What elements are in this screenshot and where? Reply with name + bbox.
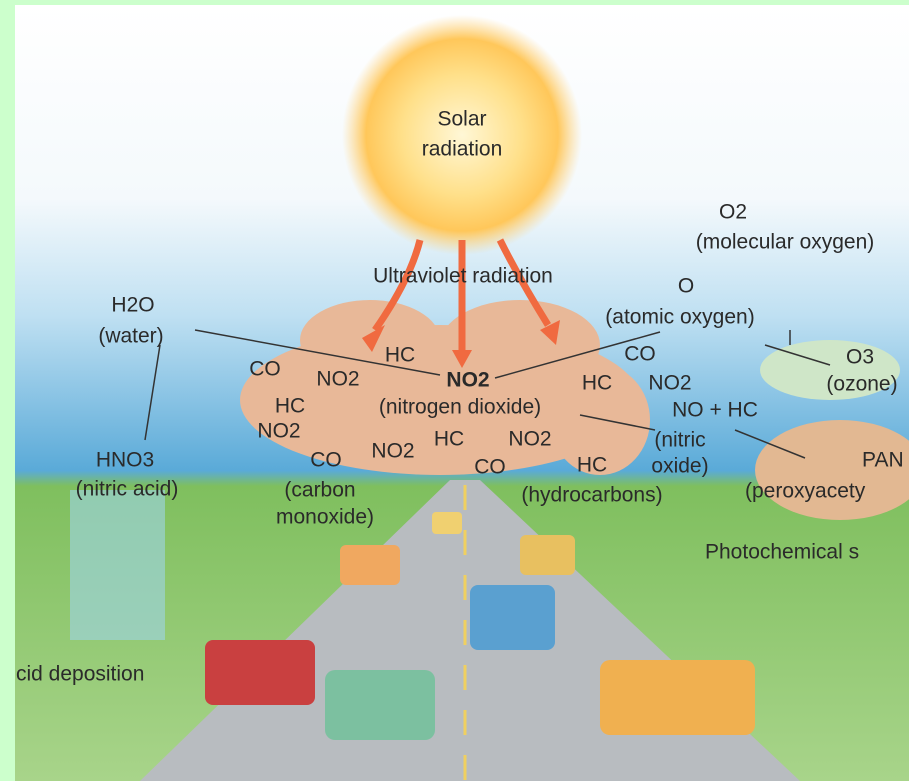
- label: HC: [577, 454, 607, 477]
- label: (nitric acid): [76, 478, 179, 501]
- label: CO: [310, 449, 342, 472]
- pollutant: HC: [275, 395, 305, 418]
- pollutant: NO2: [257, 420, 300, 443]
- label: (carbon: [284, 479, 355, 502]
- label: H2O: [111, 294, 154, 317]
- label: O: [678, 275, 694, 298]
- smog-diagram: Solar radiation Ultraviolet radiation O2 (mo…: [0, 0, 909, 781]
- pollutant: HC: [582, 372, 612, 395]
- label: Solar: [437, 108, 486, 131]
- pollutant: NO2: [316, 368, 359, 391]
- pollutant: NO2: [508, 428, 551, 451]
- label: HNO3: [96, 449, 154, 472]
- label: (hydrocarbons): [521, 484, 662, 507]
- label: Photochemical s: [705, 541, 859, 564]
- acid-rain: [70, 490, 165, 640]
- label: NO2: [446, 369, 489, 392]
- label: (nitric: [654, 429, 705, 452]
- label: NO + HC: [672, 399, 758, 422]
- label: Ultraviolet radiation: [373, 265, 553, 288]
- pollutant: CO: [474, 456, 506, 479]
- label: radiation: [422, 138, 503, 161]
- label: monoxide): [276, 506, 374, 529]
- label: (ozone): [826, 373, 897, 396]
- label: PAN: [862, 449, 904, 472]
- label: O2: [719, 201, 747, 224]
- pollutant: CO: [249, 358, 281, 381]
- label: O3: [846, 346, 874, 369]
- label: (peroxyacety: [745, 480, 866, 503]
- pollutant: NO2: [648, 372, 691, 395]
- label: cid deposition: [16, 663, 144, 686]
- sun: [342, 15, 582, 255]
- pollutant: NO2: [371, 440, 414, 463]
- label: oxide): [651, 455, 708, 478]
- label: (atomic oxygen): [605, 306, 754, 329]
- pollutant: HC: [385, 344, 415, 367]
- pollutant: HC: [434, 428, 464, 451]
- page: Solar radiation Ultraviolet radiation O2 (mo…: [0, 0, 909, 781]
- label: (molecular oxygen): [696, 231, 875, 254]
- label: (water): [98, 325, 163, 348]
- pollutant: CO: [624, 343, 656, 366]
- label: (nitrogen dioxide): [379, 396, 541, 419]
